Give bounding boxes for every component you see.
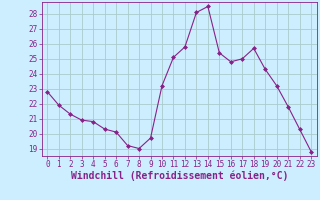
X-axis label: Windchill (Refroidissement éolien,°C): Windchill (Refroidissement éolien,°C) <box>70 171 288 181</box>
